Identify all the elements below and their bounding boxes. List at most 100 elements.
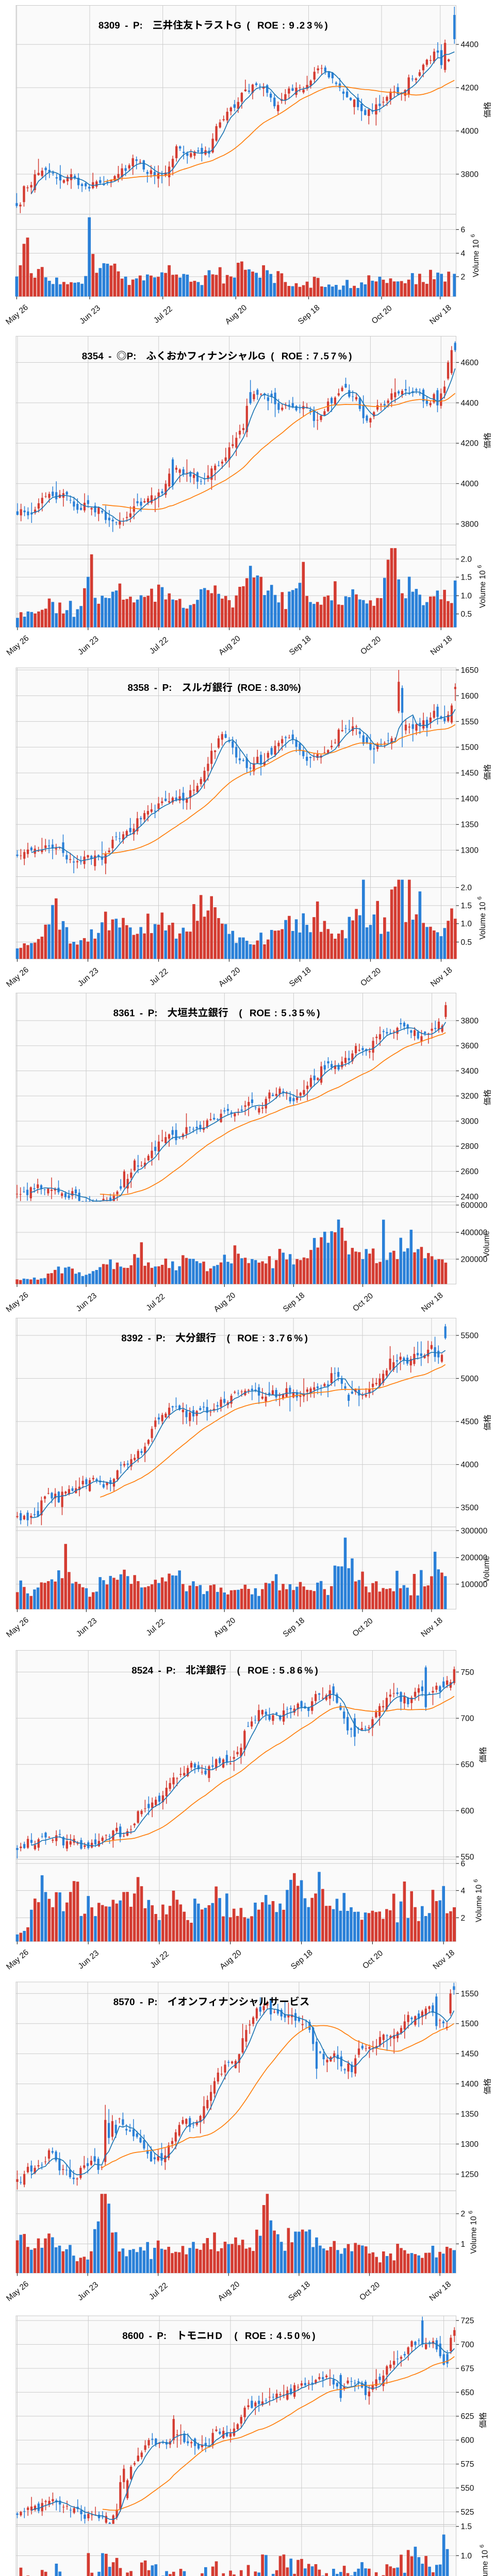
svg-text:2: 2 (461, 1914, 466, 1923)
svg-text:600: 600 (461, 1807, 474, 1816)
svg-text:G: G (234, 20, 241, 31)
svg-text:May 26: May 26 (5, 2280, 30, 2303)
svg-text:-: - (125, 20, 128, 31)
svg-text:6: 6 (477, 565, 483, 568)
svg-text:P:: P: (133, 20, 143, 31)
svg-text:-: - (158, 1665, 161, 1675)
svg-text:Nov 18: Nov 18 (429, 634, 454, 657)
svg-text:G: G (258, 351, 266, 362)
svg-text:Nov 18: Nov 18 (429, 965, 454, 989)
svg-text:4000: 4000 (461, 480, 479, 488)
svg-text:2400: 2400 (461, 1193, 479, 1201)
svg-text:May 26: May 26 (5, 1948, 30, 1972)
svg-text:1650: 1650 (461, 666, 479, 675)
svg-text:Volume 10: Volume 10 (478, 570, 487, 608)
svg-text:600000: 600000 (461, 1201, 488, 1210)
svg-text:550: 550 (461, 1853, 474, 1862)
svg-text:1550: 1550 (461, 718, 479, 726)
svg-text:8600: 8600 (122, 2330, 144, 2341)
svg-text:P:: P: (148, 1007, 158, 1018)
svg-text:525: 525 (461, 2508, 474, 2517)
svg-text:Sep 18: Sep 18 (281, 1616, 306, 1639)
svg-text:-: - (140, 1007, 143, 1018)
svg-text:1.0: 1.0 (461, 920, 472, 928)
svg-text:(ROE : 8.30%): (ROE : 8.30%) (237, 682, 301, 693)
svg-text:3800: 3800 (461, 170, 479, 179)
svg-text:6: 6 (470, 234, 476, 237)
svg-text:6: 6 (473, 1879, 479, 1882)
svg-text:-: - (108, 351, 111, 362)
svg-text:Volume 10: Volume 10 (470, 2216, 478, 2254)
svg-text:Sep 18: Sep 18 (288, 634, 313, 657)
svg-text:Aug 20: Aug 20 (212, 1291, 238, 1314)
svg-text:P:: P: (148, 1996, 158, 2007)
svg-text:3000: 3000 (461, 1117, 479, 1126)
svg-text:-: - (149, 2330, 152, 2341)
svg-text:Sep 18: Sep 18 (296, 303, 322, 327)
svg-text:3400: 3400 (461, 1067, 479, 1076)
svg-text:1350: 1350 (461, 2110, 479, 2119)
svg-text:6: 6 (479, 2545, 485, 2548)
svg-text:1250: 1250 (461, 2170, 479, 2179)
svg-text:-: - (148, 1332, 151, 1343)
svg-text:3200: 3200 (461, 1092, 479, 1101)
svg-text:Nov 18: Nov 18 (419, 1616, 444, 1639)
svg-text:750: 750 (461, 1668, 474, 1677)
svg-text:8354: 8354 (82, 351, 104, 362)
svg-text:4500: 4500 (461, 1418, 479, 1427)
svg-text:Aug 20: Aug 20 (217, 965, 242, 989)
svg-text:1400: 1400 (461, 795, 479, 804)
svg-text:700: 700 (461, 2341, 474, 2349)
svg-text:1500: 1500 (461, 743, 479, 752)
svg-text:Jun 23: Jun 23 (78, 303, 102, 326)
svg-text:1.0: 1.0 (461, 2552, 472, 2561)
svg-text:4: 4 (461, 1887, 466, 1895)
svg-text:P:: P: (156, 1332, 166, 1343)
svg-text:8361: 8361 (113, 1007, 135, 1018)
svg-text:May 26: May 26 (5, 1616, 30, 1639)
svg-text:200000: 200000 (461, 1255, 488, 1264)
svg-text:May 26: May 26 (5, 1291, 30, 1314)
svg-text:Jul 22: Jul 22 (145, 1292, 167, 1313)
svg-text:Sep 18: Sep 18 (289, 1948, 315, 1972)
svg-text:8392: 8392 (121, 1332, 143, 1343)
svg-text:Jun 23: Jun 23 (76, 2280, 100, 2302)
svg-text:Jun 23: Jun 23 (76, 966, 101, 988)
svg-text:575: 575 (461, 2460, 474, 2469)
svg-text:1450: 1450 (461, 769, 479, 778)
svg-text:1450: 1450 (461, 2050, 479, 2059)
svg-text:Oct 20: Oct 20 (370, 304, 394, 326)
svg-text:4: 4 (461, 249, 466, 258)
svg-text:May 26: May 26 (5, 965, 30, 989)
svg-text:Volume: Volume (483, 1556, 491, 1583)
svg-text:3800: 3800 (461, 1016, 479, 1025)
svg-text:Nov 18: Nov 18 (427, 2280, 453, 2303)
svg-text:2.0: 2.0 (461, 884, 472, 892)
svg-text:8570: 8570 (113, 1996, 135, 2007)
svg-text:550: 550 (461, 2484, 474, 2493)
svg-text:Jun 23: Jun 23 (76, 635, 101, 657)
svg-text:Jul 22: Jul 22 (148, 635, 170, 656)
svg-text:700: 700 (461, 1715, 474, 1723)
svg-text:300000: 300000 (461, 1527, 488, 1535)
svg-text:Oct 20: Oct 20 (359, 635, 383, 657)
svg-text:2600: 2600 (461, 1167, 479, 1176)
svg-text:Nov 18: Nov 18 (432, 1948, 457, 1972)
svg-text:Aug 20: Aug 20 (217, 634, 242, 657)
svg-text:675: 675 (461, 2364, 474, 2373)
svg-text:8309: 8309 (98, 20, 120, 31)
svg-text:Volume: Volume (483, 1231, 491, 1258)
svg-text:Oct 20: Oct 20 (361, 1948, 385, 1971)
svg-text:P:: P: (127, 351, 137, 362)
svg-text:1: 1 (461, 2240, 466, 2249)
svg-text:4200: 4200 (461, 439, 479, 448)
svg-text:2800: 2800 (461, 1142, 479, 1151)
svg-text:-: - (154, 682, 157, 693)
svg-text:4000: 4000 (461, 127, 479, 136)
svg-text:P:: P: (162, 682, 172, 693)
svg-text:8358: 8358 (128, 682, 150, 693)
svg-text:1.5: 1.5 (461, 2522, 472, 2531)
svg-text:Volume 10: Volume 10 (481, 2550, 490, 2576)
svg-text:Sep 18: Sep 18 (282, 1291, 307, 1314)
svg-text:May 26: May 26 (5, 634, 31, 657)
